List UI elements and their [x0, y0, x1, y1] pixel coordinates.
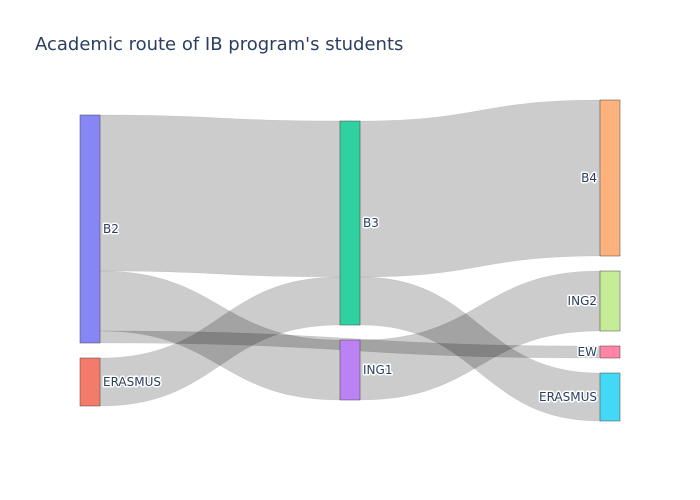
sankey-node-label-b2: B2 — [103, 222, 119, 236]
sankey-node-erasmus-0[interactable] — [79, 357, 101, 407]
sankey-node-b4[interactable] — [599, 99, 621, 257]
sankey-node-erasmus-2[interactable] — [599, 372, 621, 422]
sankey-node-label-b3: B3 — [363, 216, 379, 230]
sankey-node-label-ing2: ING2 — [568, 294, 597, 308]
sankey-node-label-b4: B4 — [581, 171, 597, 185]
sankey-links — [99, 99, 601, 422]
chart-title: Academic route of IB program's students — [35, 34, 403, 55]
sankey-node-label-ew: EW — [578, 345, 598, 359]
sankey-node-b2[interactable] — [79, 114, 101, 344]
sankey-nodes — [79, 99, 621, 422]
sankey-node-ing1[interactable] — [339, 339, 361, 401]
sankey-link-b2-to-b3[interactable] — [99, 114, 341, 278]
sankey-node-ing2[interactable] — [599, 270, 621, 332]
sankey-link-b3-to-b4[interactable] — [359, 99, 601, 278]
sankey-node-labels: B2 ERASMUS B3 ING1 B4 ING2 EW ERASMUS — [102, 170, 599, 406]
sankey-node-label-ing1: ING1 — [363, 363, 392, 377]
sankey-node-ew[interactable] — [599, 345, 621, 359]
sankey-node-label-erasmus-2: ERASMUS — [539, 390, 597, 404]
sankey-node-label-erasmus-0: ERASMUS — [103, 375, 161, 389]
sankey-node-b3[interactable] — [339, 120, 361, 326]
